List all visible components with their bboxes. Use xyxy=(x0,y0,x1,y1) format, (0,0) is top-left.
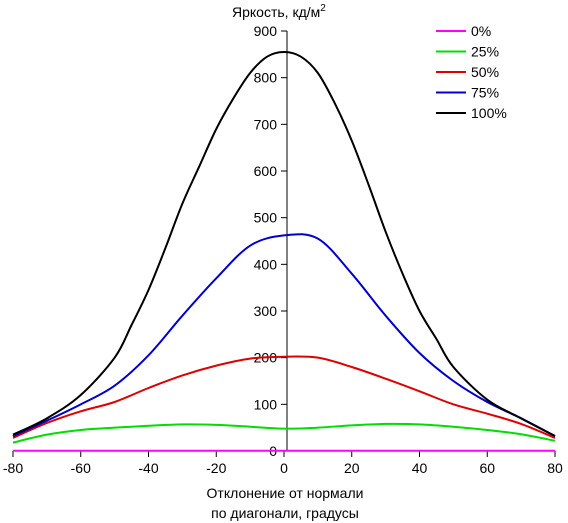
y-tick-label: 800 xyxy=(254,70,278,86)
legend-label-2: 50% xyxy=(471,64,499,80)
x-tick-label: 40 xyxy=(412,460,428,476)
legend: 0% 25% 50% 75% 100% xyxy=(436,23,507,121)
x-axis-title-line-1: Отклонение от нормали xyxy=(207,485,364,501)
x-tick-label: 60 xyxy=(479,460,495,476)
y-axis-title-superscript: 2 xyxy=(320,3,326,14)
x-tick-label: -80 xyxy=(3,460,23,476)
x-axis-title-line-2: по диагонали, градусы xyxy=(211,505,359,521)
y-tick-label: 100 xyxy=(254,396,278,412)
y-axis-title: Яркость, кд/м2 xyxy=(232,3,326,20)
y-tick-label: 300 xyxy=(254,303,278,319)
y-tick-label: 900 xyxy=(254,23,278,39)
legend-label-3: 75% xyxy=(471,85,499,101)
legend-label-0: 0% xyxy=(471,23,491,39)
series-line-4 xyxy=(12,51,556,437)
series-layer xyxy=(12,51,556,452)
legend-label-1: 25% xyxy=(471,44,499,60)
x-axis: -80 -60 -40 -20 0 20 40 60 80 xyxy=(3,450,563,476)
x-tick-label: -40 xyxy=(138,460,158,476)
series-line-3 xyxy=(12,233,556,437)
y-tick-label: 600 xyxy=(254,163,278,179)
legend-label-4: 100% xyxy=(471,105,507,121)
y-axis-title-text: Яркость, кд/м xyxy=(232,4,320,20)
series-line-2 xyxy=(12,355,556,439)
x-tick-label: 0 xyxy=(280,460,288,476)
x-tick-label: 80 xyxy=(547,460,563,476)
x-tick-label: 20 xyxy=(344,460,360,476)
x-tick-label: -60 xyxy=(71,460,91,476)
x-tick-label: -20 xyxy=(206,460,226,476)
y-tick-label: 400 xyxy=(254,256,278,272)
y-tick-label: 500 xyxy=(254,210,278,226)
series-line-1 xyxy=(12,422,556,444)
y-tick-label: 700 xyxy=(254,116,278,132)
